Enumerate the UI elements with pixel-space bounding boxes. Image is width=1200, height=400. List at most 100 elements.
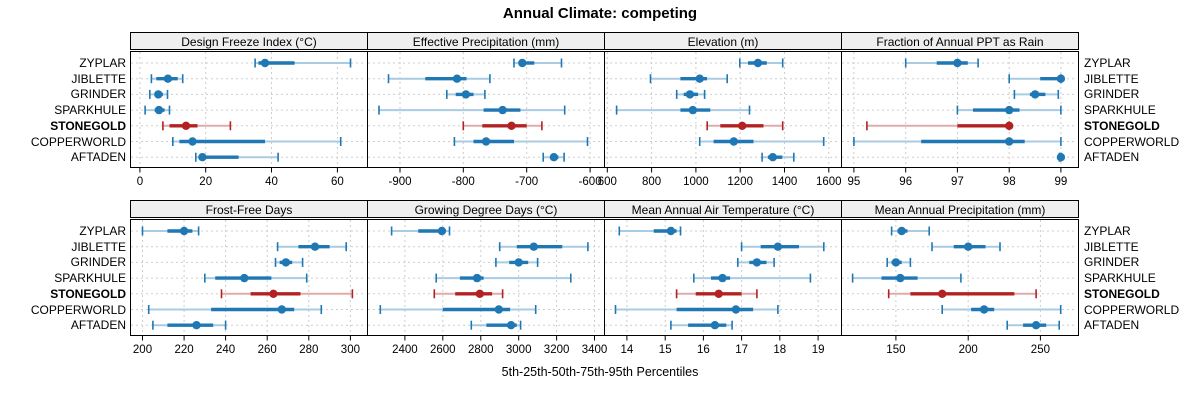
site-label-right-grinder: GRINDER xyxy=(1084,87,1140,102)
axis-tick-label: 260 xyxy=(258,344,277,356)
axis-tick-label: 0 xyxy=(137,176,143,188)
interval-ZYPLAR xyxy=(904,58,979,68)
site-label-left-grinder: GRINDER xyxy=(70,255,126,270)
panel-strip-title: Growing Degree Days (°C) xyxy=(367,200,605,218)
interval-STONEGOLD xyxy=(675,289,758,299)
panel-plot: 600 800 1000 1200 1400 1600 xyxy=(598,51,842,188)
interval-ZYPLAR xyxy=(618,226,682,236)
axis-tick-label: 220 xyxy=(175,344,194,356)
axis-tick-label: -900 xyxy=(388,176,411,188)
interval-STONEGOLD xyxy=(162,121,232,131)
interval-ZYPLAR xyxy=(890,226,930,236)
axis-tick-label: 3200 xyxy=(544,344,570,356)
interval-AFTADEN xyxy=(1056,152,1066,162)
interval-COPPERWORLD xyxy=(941,305,1062,314)
axis-tick-label: 15 xyxy=(659,344,672,356)
interval-STONEGOLD xyxy=(887,289,1037,299)
interval-COPPERWORLD xyxy=(614,305,779,314)
axis-tick-label: 96 xyxy=(899,176,912,188)
interval-JIBLETTE xyxy=(498,242,589,252)
axis-tick-label: 60 xyxy=(331,176,344,188)
interval-STONEGOLD xyxy=(866,121,1014,131)
axis-tick-label: 17 xyxy=(735,344,748,356)
interval-COPPERWORLD xyxy=(379,305,537,314)
interval-COPPERWORLD xyxy=(853,137,1062,146)
interval-COPPERWORLD xyxy=(698,137,825,146)
panel-strip-title: Effective Precipitation (mm) xyxy=(367,32,605,50)
interval-ZYPLAR xyxy=(739,58,784,68)
axis-tick-label: 1000 xyxy=(683,176,709,188)
axis-tick-label: 16 xyxy=(697,344,710,356)
panel-border xyxy=(841,51,1079,168)
site-label-right-stonegold: STONEGOLD xyxy=(1084,286,1160,301)
axis-tick-label: 200 xyxy=(133,344,152,356)
interval-AFTADEN xyxy=(195,152,279,162)
interval-AFTADEN xyxy=(670,320,733,330)
axis-tick-label: 280 xyxy=(299,344,318,356)
site-label-right-sparkhule: SPARKHULE xyxy=(1084,103,1156,118)
interval-SPARKHULE xyxy=(956,105,1062,115)
axis-tick-label: 2800 xyxy=(468,344,494,356)
interval-JIBLETTE xyxy=(931,242,1001,252)
axis-tick-label: 250 xyxy=(1031,344,1050,356)
axis-tick-label: 800 xyxy=(642,176,661,188)
axis-tick-label: 200 xyxy=(959,344,978,356)
panel-strip-title: Elevation (m) xyxy=(604,32,842,50)
site-label-right-copperworld: COPPERWORLD xyxy=(1084,302,1180,317)
axis-tick-label: 20 xyxy=(199,176,212,188)
axis-tick-label: 2600 xyxy=(430,344,456,356)
interval-STONEGOLD xyxy=(706,121,784,131)
interval-SPARKHULE xyxy=(615,105,751,115)
interval-SPARKHULE xyxy=(144,105,171,115)
interval-STONEGOLD xyxy=(433,289,504,299)
axis-tick-label: 300 xyxy=(341,344,360,356)
axis-tick-label: -800 xyxy=(452,176,475,188)
axis-tick-label: 1200 xyxy=(727,176,753,188)
panel-plot: 200 220 240 260 280 300 xyxy=(130,219,368,356)
panel-strip-title: Frost-Free Days xyxy=(130,200,368,218)
figure-title: Annual Climate: competing xyxy=(502,5,698,22)
panel-plot: 150 200 250 xyxy=(841,219,1079,356)
percentiles-caption: 5th-25th-50th-75th-95th Percentiles xyxy=(501,365,699,379)
interval-SPARKHULE xyxy=(204,273,308,283)
site-label-left-jiblette: JIBLETTE xyxy=(71,239,126,254)
interval-ZYPLAR xyxy=(141,226,200,236)
axis-tick-label: 150 xyxy=(886,344,905,356)
panel-strip-title: Mean Annual Precipitation (mm) xyxy=(841,200,1079,218)
interval-JIBLETTE xyxy=(1008,74,1066,84)
site-label-left-zyplar: ZYPLAR xyxy=(79,56,126,70)
site-label-left-jiblette: JIBLETTE xyxy=(71,71,126,86)
site-label-left-zyplar: ZYPLAR xyxy=(79,224,126,238)
site-label-right-jiblette: JIBLETTE xyxy=(1084,71,1139,86)
site-label-right-grinder: GRINDER xyxy=(1084,255,1140,270)
interval-SPARKHULE xyxy=(851,273,962,283)
axis-tick-label: -600 xyxy=(579,176,602,188)
interval-GRINDER xyxy=(495,257,539,267)
panel-strip-title: Mean Annual Air Temperature (°C) xyxy=(604,200,842,218)
interval-SPARKHULE xyxy=(378,105,566,115)
site-label-right-aftaden: AFTADEN xyxy=(1084,318,1140,333)
interval-JIBLETTE xyxy=(740,242,825,252)
axis-tick-label: 600 xyxy=(598,176,617,188)
interval-ZYPLAR xyxy=(254,58,352,68)
interval-GRINDER xyxy=(446,89,486,99)
panel-plot: 95 96 97 98 99 xyxy=(841,51,1079,188)
interval-JIBLETTE xyxy=(150,74,184,84)
axis-tick-label: 3400 xyxy=(582,344,608,356)
axis-tick-label: 14 xyxy=(621,344,634,356)
axis-tick-label: 95 xyxy=(848,176,861,188)
panel-plot: -900 -800 -700 -600 xyxy=(367,51,605,188)
interval-GRINDER xyxy=(148,89,169,99)
site-label-left-stonegold: STONEGOLD xyxy=(50,118,126,133)
site-label-right-stonegold: STONEGOLD xyxy=(1084,118,1160,133)
interval-COPPERWORLD xyxy=(453,137,589,146)
interval-SPARKHULE xyxy=(435,273,572,283)
axis-tick-label: 240 xyxy=(216,344,235,356)
axis-tick-label: 97 xyxy=(951,176,964,188)
site-label-right-zyplar: ZYPLAR xyxy=(1084,224,1131,238)
interval-ZYPLAR xyxy=(513,58,563,68)
panel-strip-title: Design Freeze Index (°C) xyxy=(130,32,368,50)
axis-tick-label: 99 xyxy=(1055,176,1068,188)
panel-plot: 2400 2600 2800 3000 3200 3400 xyxy=(367,219,608,356)
site-label-left-grinder: GRINDER xyxy=(70,87,126,102)
